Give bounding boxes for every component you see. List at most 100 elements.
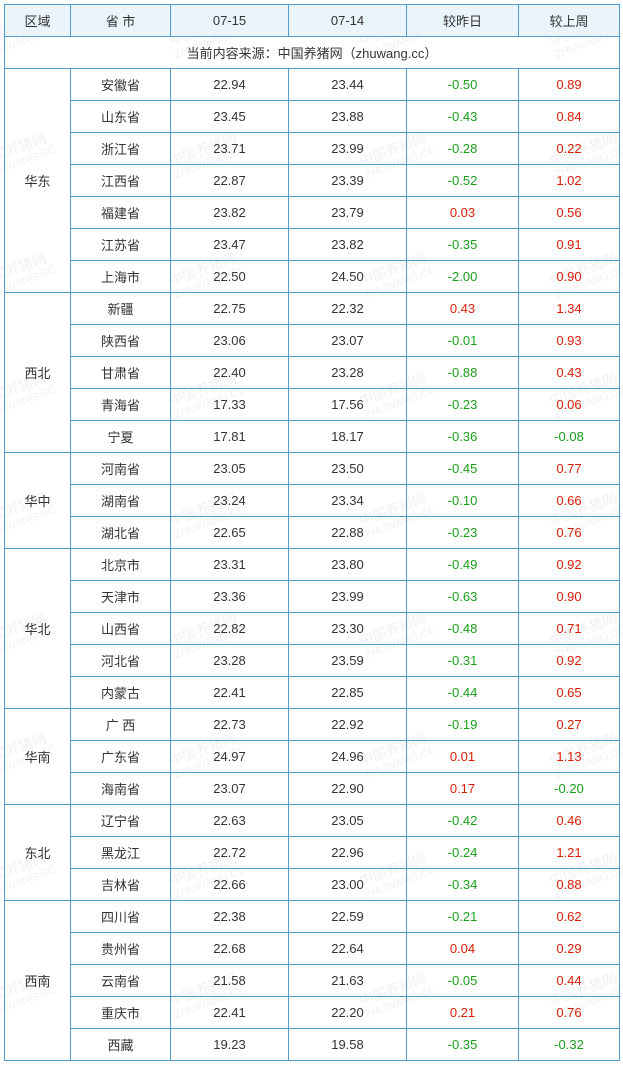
diff-week: 0.91: [519, 229, 620, 261]
value-date1: 22.68: [171, 933, 289, 965]
table-row: 青海省17.3317.56-0.230.06: [5, 389, 620, 421]
table-row: 内蒙古22.4122.85-0.440.65: [5, 677, 620, 709]
province-cell: 甘肃省: [71, 357, 171, 389]
region-cell: 西北: [5, 293, 71, 453]
province-cell: 天津市: [71, 581, 171, 613]
table-row: 天津市23.3623.99-0.630.90: [5, 581, 620, 613]
table-row: 河北省23.2823.59-0.310.92: [5, 645, 620, 677]
value-date2: 22.92: [289, 709, 407, 741]
col-date1: 07-15: [171, 5, 289, 37]
diff-day: -0.45: [407, 453, 519, 485]
province-cell: 青海省: [71, 389, 171, 421]
diff-week: 0.92: [519, 645, 620, 677]
diff-day: -0.35: [407, 1029, 519, 1061]
province-cell: 北京市: [71, 549, 171, 581]
value-date1: 23.05: [171, 453, 289, 485]
value-date2: 24.50: [289, 261, 407, 293]
diff-day: 0.43: [407, 293, 519, 325]
col-region: 区域: [5, 5, 71, 37]
value-date1: 22.73: [171, 709, 289, 741]
table-row: 华东安徽省22.9423.44-0.500.89: [5, 69, 620, 101]
table-row: 山西省22.8223.30-0.480.71: [5, 613, 620, 645]
value-date2: 23.50: [289, 453, 407, 485]
table-row: 贵州省22.6822.640.040.29: [5, 933, 620, 965]
table-row: 福建省23.8223.790.030.56: [5, 197, 620, 229]
value-date2: 22.88: [289, 517, 407, 549]
table-row: 湖南省23.2423.34-0.100.66: [5, 485, 620, 517]
diff-week: 0.62: [519, 901, 620, 933]
diff-week: 0.88: [519, 869, 620, 901]
value-date1: 23.28: [171, 645, 289, 677]
region-cell: 华北: [5, 549, 71, 709]
diff-day: 0.01: [407, 741, 519, 773]
value-date2: 23.39: [289, 165, 407, 197]
table-row: 江西省22.8723.39-0.521.02: [5, 165, 620, 197]
province-cell: 上海市: [71, 261, 171, 293]
diff-day: -0.24: [407, 837, 519, 869]
source-text: 当前内容来源：中国养猪网（zhuwang.cc）: [5, 37, 620, 69]
region-cell: 西南: [5, 901, 71, 1061]
value-date1: 23.24: [171, 485, 289, 517]
province-cell: 浙江省: [71, 133, 171, 165]
table-row: 西藏19.2319.58-0.35-0.32: [5, 1029, 620, 1061]
value-date2: 23.82: [289, 229, 407, 261]
table-row: 山东省23.4523.88-0.430.84: [5, 101, 620, 133]
value-date1: 23.71: [171, 133, 289, 165]
value-date1: 23.36: [171, 581, 289, 613]
diff-day: 0.17: [407, 773, 519, 805]
value-date1: 22.65: [171, 517, 289, 549]
diff-day: -0.63: [407, 581, 519, 613]
table-row: 西南四川省22.3822.59-0.210.62: [5, 901, 620, 933]
value-date1: 23.47: [171, 229, 289, 261]
value-date2: 17.56: [289, 389, 407, 421]
table-row: 宁夏17.8118.17-0.36-0.08: [5, 421, 620, 453]
diff-week: -0.08: [519, 421, 620, 453]
table-row: 云南省21.5821.63-0.050.44: [5, 965, 620, 997]
province-cell: 山东省: [71, 101, 171, 133]
value-date1: 22.50: [171, 261, 289, 293]
value-date2: 23.80: [289, 549, 407, 581]
diff-day: 0.21: [407, 997, 519, 1029]
region-cell: 华南: [5, 709, 71, 805]
table-row: 海南省23.0722.900.17-0.20: [5, 773, 620, 805]
province-cell: 福建省: [71, 197, 171, 229]
value-date2: 19.58: [289, 1029, 407, 1061]
value-date2: 22.32: [289, 293, 407, 325]
table-row: 上海市22.5024.50-2.000.90: [5, 261, 620, 293]
province-cell: 河南省: [71, 453, 171, 485]
value-date2: 22.59: [289, 901, 407, 933]
price-table: 区域 省 市 07-15 07-14 较昨日 较上周 当前内容来源：中国养猪网（…: [4, 4, 620, 1061]
table-row: 甘肃省22.4023.28-0.880.43: [5, 357, 620, 389]
table-row: 华北北京市23.3123.80-0.490.92: [5, 549, 620, 581]
diff-day: -0.21: [407, 901, 519, 933]
province-cell: 江苏省: [71, 229, 171, 261]
value-date1: 17.33: [171, 389, 289, 421]
table-row: 黑龙江22.7222.96-0.241.21: [5, 837, 620, 869]
diff-day: -0.44: [407, 677, 519, 709]
value-date2: 22.90: [289, 773, 407, 805]
value-date2: 23.30: [289, 613, 407, 645]
diff-day: 0.04: [407, 933, 519, 965]
diff-week: 0.71: [519, 613, 620, 645]
province-cell: 湖南省: [71, 485, 171, 517]
diff-week: 0.93: [519, 325, 620, 357]
province-cell: 湖北省: [71, 517, 171, 549]
region-cell: 华中: [5, 453, 71, 549]
diff-day: -0.43: [407, 101, 519, 133]
diff-week: 0.76: [519, 517, 620, 549]
province-cell: 广东省: [71, 741, 171, 773]
diff-week: 0.56: [519, 197, 620, 229]
diff-week: 1.34: [519, 293, 620, 325]
province-cell: 内蒙古: [71, 677, 171, 709]
table-row: 湖北省22.6522.88-0.230.76: [5, 517, 620, 549]
value-date1: 19.23: [171, 1029, 289, 1061]
province-cell: 吉林省: [71, 869, 171, 901]
value-date1: 21.58: [171, 965, 289, 997]
table-header-row: 区域 省 市 07-15 07-14 较昨日 较上周: [5, 5, 620, 37]
diff-day: -0.23: [407, 517, 519, 549]
diff-week: 1.02: [519, 165, 620, 197]
value-date1: 22.63: [171, 805, 289, 837]
diff-day: -0.28: [407, 133, 519, 165]
diff-week: 0.29: [519, 933, 620, 965]
value-date1: 24.97: [171, 741, 289, 773]
